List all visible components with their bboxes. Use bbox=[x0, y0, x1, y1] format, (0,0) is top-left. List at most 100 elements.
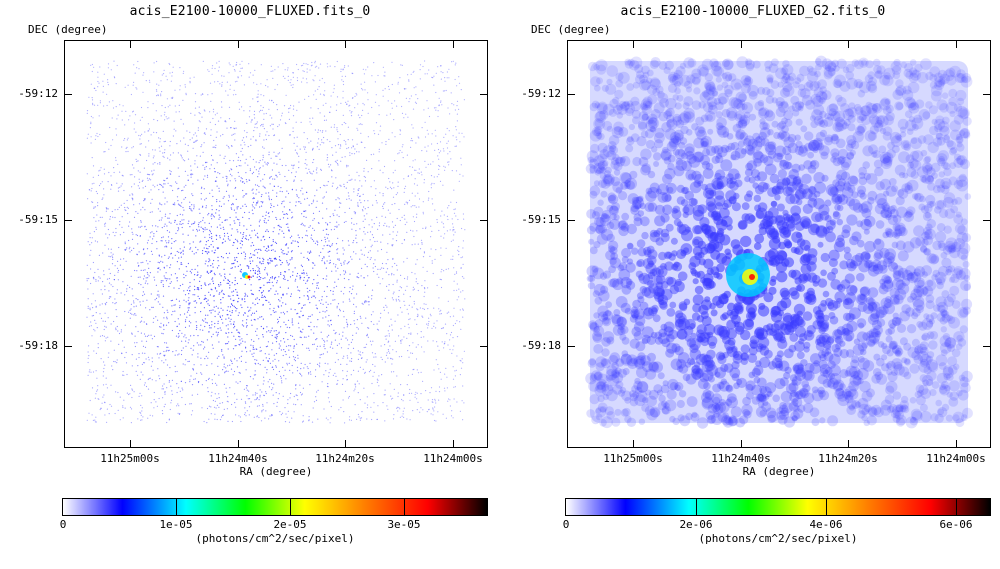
image-frame[interactable] bbox=[64, 40, 488, 448]
image-pixel bbox=[268, 249, 270, 251]
image-pixel bbox=[409, 419, 411, 421]
image-pixel bbox=[147, 277, 149, 279]
image-pixel bbox=[394, 100, 396, 102]
image-pixel bbox=[311, 421, 314, 423]
sky-image[interactable] bbox=[568, 41, 990, 447]
image-pixel bbox=[346, 147, 348, 150]
image-pixel bbox=[151, 198, 153, 200]
image-pixel bbox=[337, 258, 339, 260]
image-pixel bbox=[422, 65, 424, 68]
image-pixel bbox=[175, 240, 177, 242]
image-pixel bbox=[111, 210, 113, 213]
image-pixel bbox=[237, 241, 239, 243]
image-pixel bbox=[130, 312, 132, 314]
image-pixel bbox=[347, 139, 349, 141]
image-frame[interactable] bbox=[567, 40, 991, 448]
image-pixel bbox=[244, 203, 246, 205]
image-pixel bbox=[434, 400, 436, 402]
image-pixel bbox=[107, 63, 110, 65]
image-pixel bbox=[927, 175, 934, 183]
image-pixel bbox=[342, 97, 344, 99]
image-pixel bbox=[163, 350, 165, 353]
image-pixel bbox=[175, 181, 177, 183]
colorbar[interactable] bbox=[62, 498, 488, 516]
image-pixel bbox=[227, 236, 229, 238]
image-pixel bbox=[311, 314, 313, 316]
image-pixel bbox=[266, 369, 268, 371]
image-pixel bbox=[180, 118, 182, 120]
image-pixel bbox=[139, 304, 142, 306]
image-pixel bbox=[376, 240, 378, 242]
image-pixel bbox=[363, 170, 365, 172]
image-pixel bbox=[310, 251, 312, 253]
image-pixel bbox=[217, 172, 219, 174]
image-pixel bbox=[201, 252, 204, 254]
image-pixel bbox=[460, 267, 462, 269]
image-pixel bbox=[164, 215, 166, 217]
image-pixel bbox=[229, 387, 231, 389]
image-pixel bbox=[168, 242, 170, 244]
image-pixel bbox=[185, 301, 187, 303]
image-pixel bbox=[229, 159, 231, 162]
image-pixel bbox=[154, 299, 156, 301]
image-pixel bbox=[328, 314, 330, 317]
image-pixel bbox=[136, 270, 138, 272]
image-pixel bbox=[126, 206, 128, 208]
image-pixel bbox=[317, 222, 320, 224]
image-pixel bbox=[409, 98, 411, 100]
image-pixel bbox=[392, 397, 394, 399]
sky-image[interactable] bbox=[65, 41, 487, 447]
image-pixel bbox=[407, 74, 409, 76]
image-pixel bbox=[426, 411, 428, 413]
image-pixel bbox=[243, 388, 245, 390]
image-pixel bbox=[718, 398, 726, 406]
image-pixel bbox=[427, 340, 429, 342]
image-pixel bbox=[156, 241, 158, 243]
image-pixel bbox=[186, 289, 188, 291]
image-pixel bbox=[431, 260, 433, 262]
image-pixel bbox=[250, 319, 252, 321]
image-pixel bbox=[250, 284, 252, 286]
image-pixel bbox=[260, 263, 262, 265]
image-pixel bbox=[284, 253, 286, 255]
image-pixel bbox=[86, 137, 88, 139]
image-pixel bbox=[369, 231, 372, 233]
image-pixel bbox=[87, 305, 89, 307]
image-pixel bbox=[309, 171, 311, 173]
image-pixel bbox=[295, 171, 297, 173]
image-pixel bbox=[234, 70, 236, 72]
image-pixel bbox=[233, 262, 235, 264]
image-pixel bbox=[169, 213, 171, 215]
image-pixel bbox=[404, 187, 406, 190]
image-pixel bbox=[393, 119, 395, 121]
image-pixel bbox=[611, 370, 620, 378]
image-pixel bbox=[164, 203, 166, 205]
image-pixel bbox=[267, 360, 269, 362]
image-pixel bbox=[392, 231, 394, 233]
image-pixel bbox=[107, 336, 109, 338]
image-pixel bbox=[332, 182, 334, 184]
image-pixel bbox=[250, 138, 252, 140]
image-pixel bbox=[190, 247, 192, 249]
image-pixel bbox=[207, 303, 209, 305]
image-pixel bbox=[297, 399, 299, 401]
image-pixel bbox=[275, 341, 278, 343]
image-pixel bbox=[270, 258, 272, 260]
image-pixel bbox=[332, 293, 334, 295]
image-pixel bbox=[119, 419, 121, 421]
image-pixel bbox=[143, 200, 145, 202]
image-pixel bbox=[131, 389, 134, 391]
image-pixel bbox=[313, 229, 315, 231]
image-pixel bbox=[260, 292, 263, 294]
image-pixel bbox=[430, 187, 432, 189]
image-pixel bbox=[97, 135, 99, 138]
image-pixel bbox=[101, 303, 103, 305]
image-pixel bbox=[221, 349, 223, 351]
image-pixel bbox=[392, 299, 394, 301]
image-pixel bbox=[406, 231, 408, 233]
image-pixel bbox=[228, 252, 231, 254]
image-pixel bbox=[189, 290, 191, 292]
image-pixel bbox=[396, 407, 398, 409]
image-pixel bbox=[287, 287, 289, 289]
image-pixel bbox=[149, 236, 151, 238]
